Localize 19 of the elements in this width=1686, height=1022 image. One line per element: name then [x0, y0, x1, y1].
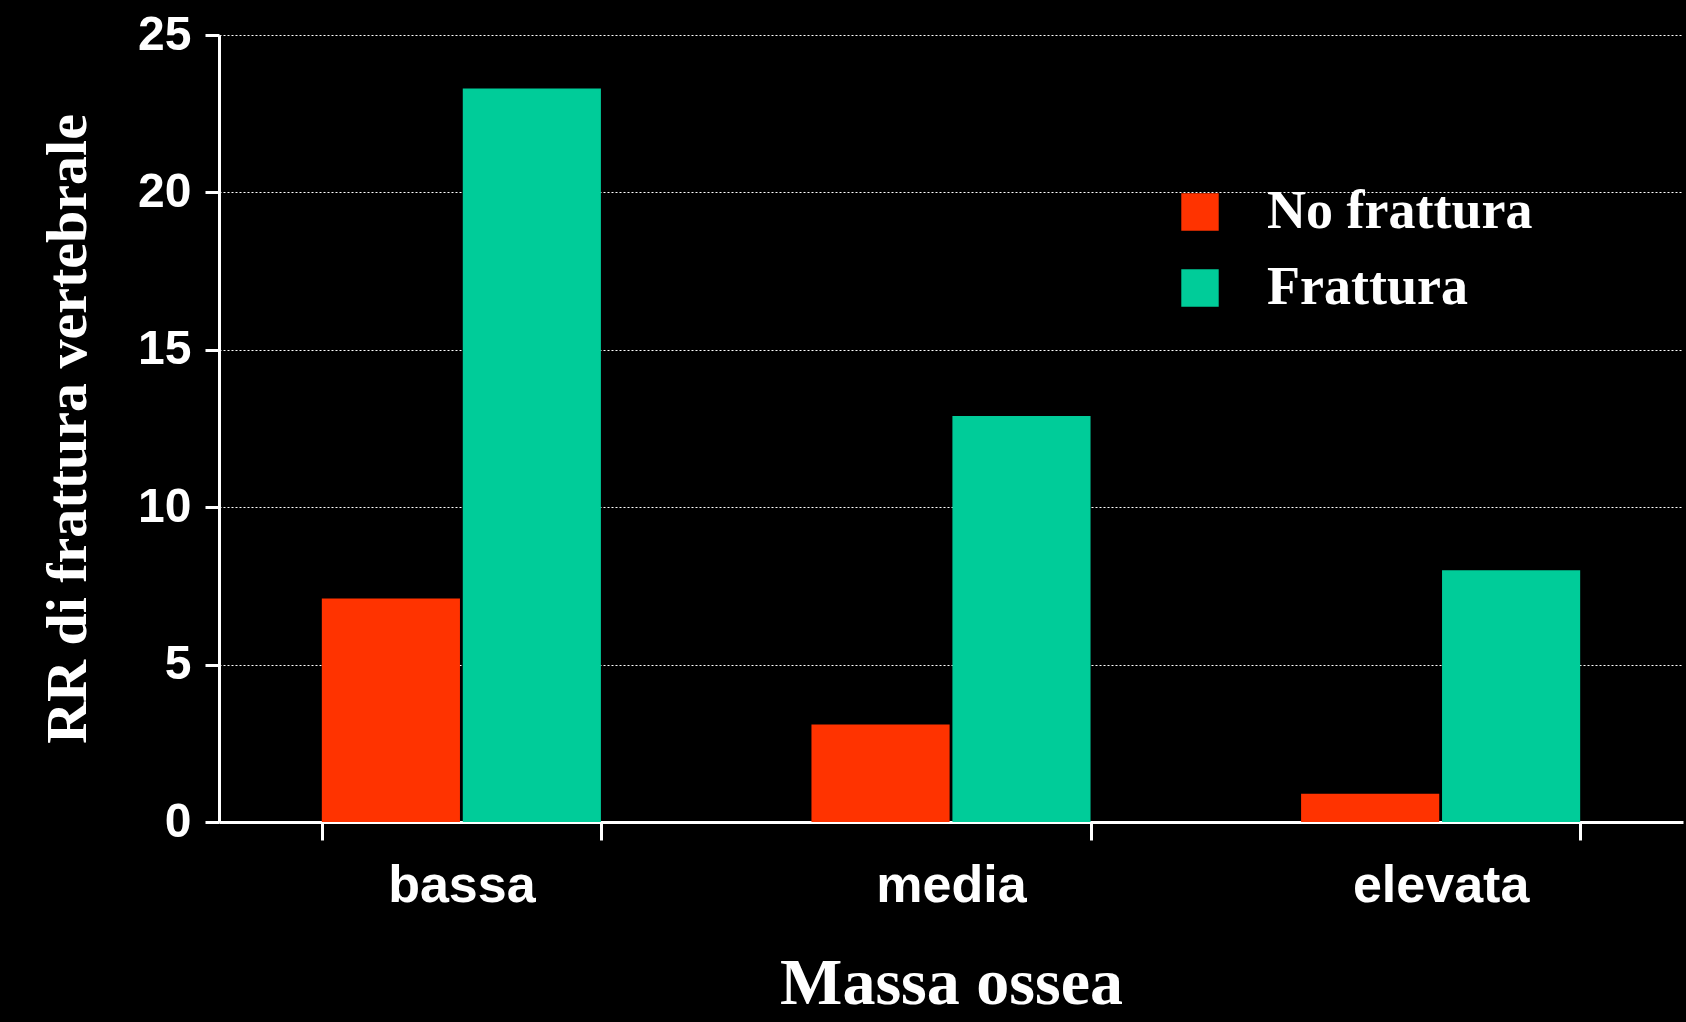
legend-label: Frattura	[1267, 256, 1468, 316]
legend-label: No frattura	[1267, 180, 1533, 240]
y-tick-label: 25	[138, 6, 192, 60]
y-tick-label: 10	[138, 478, 192, 532]
bar	[462, 88, 601, 822]
y-tick-label: 0	[164, 793, 192, 847]
y-tick-label: 20	[138, 163, 192, 217]
bar	[321, 598, 460, 822]
y-tick-label: 15	[138, 321, 192, 375]
x-tick-label: media	[876, 854, 1028, 913]
y-axis-title: RR di frattura vertebrale	[34, 114, 100, 744]
y-tick-label: 5	[164, 636, 192, 690]
x-tick-label: elevata	[1352, 854, 1531, 913]
x-axis-title: Massa ossea	[780, 944, 1123, 1018]
bar	[1442, 570, 1581, 822]
bar	[952, 415, 1091, 822]
bar	[811, 724, 950, 822]
bar	[1301, 793, 1440, 822]
x-tick-label: bassa	[388, 854, 537, 913]
